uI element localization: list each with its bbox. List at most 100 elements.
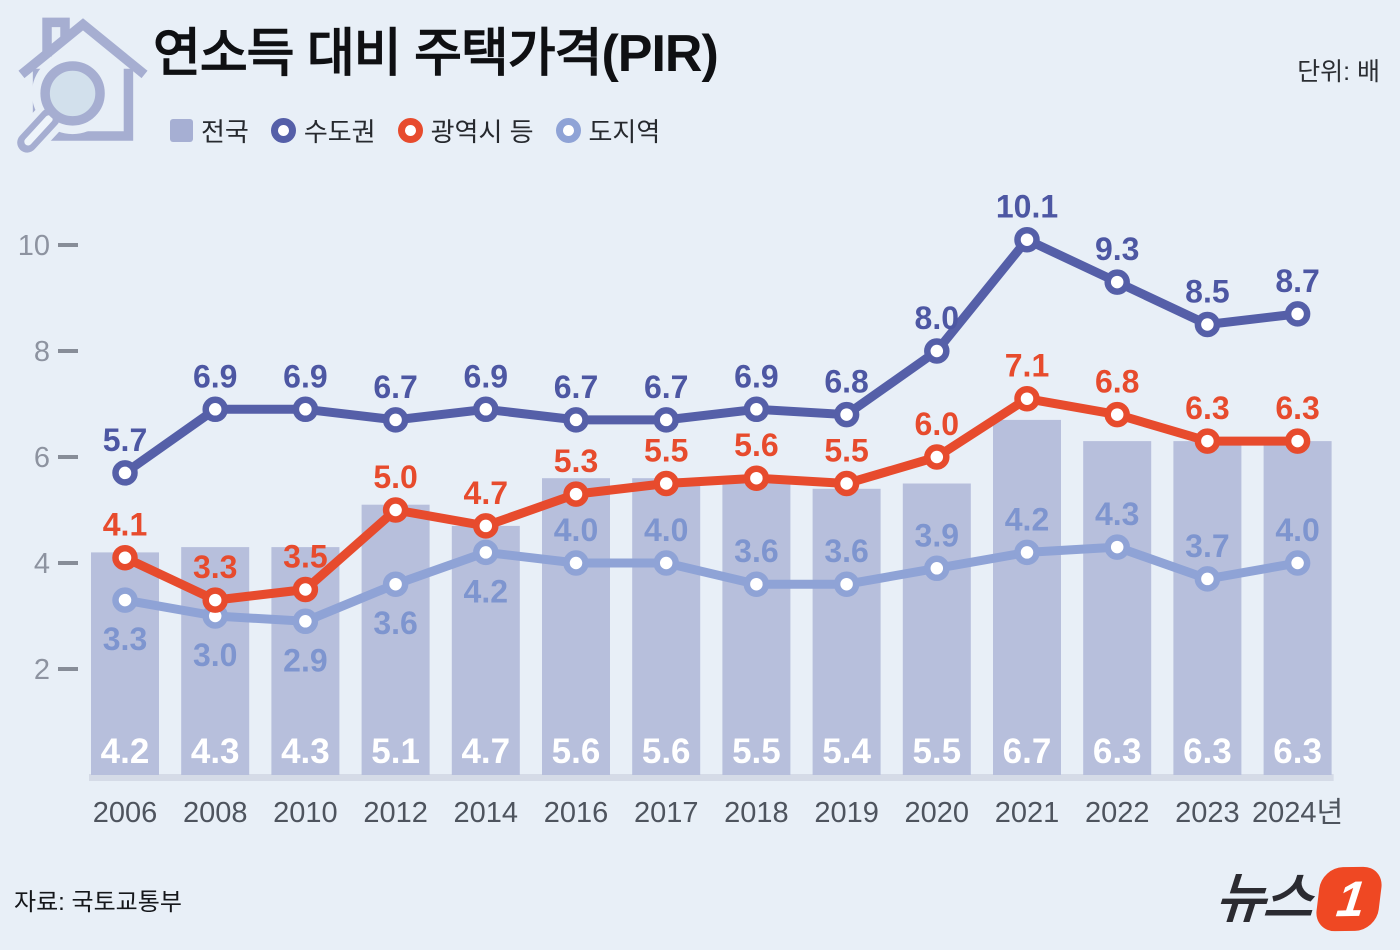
marker (1014, 539, 1040, 566)
marker (202, 396, 228, 423)
unit-label: 단위: 배 (1297, 58, 1380, 86)
value-label: 5.6 (552, 732, 601, 771)
value-label: 4.7 (464, 475, 508, 511)
marker (1194, 311, 1221, 338)
bar (812, 488, 881, 775)
value-label: 6.0 (915, 406, 959, 442)
marker (924, 444, 950, 470)
x-tick-label: 2023 (1175, 797, 1240, 829)
value-label: 5.5 (644, 433, 688, 469)
x-tick-label: 2012 (363, 797, 428, 829)
house-magnifier-svg (11, 17, 148, 159)
value-label: 4.0 (644, 512, 688, 548)
value-label: 4.2 (101, 732, 150, 771)
value-label: 4.0 (1275, 512, 1319, 548)
footer: 자료: 국토교통부 뉴스 1 (14, 862, 1385, 936)
line-provinces (120, 542, 1303, 626)
marker (1284, 301, 1311, 327)
value-label: 6.3 (1093, 732, 1142, 771)
marker (743, 571, 770, 597)
legend-item-capital-area: 수도권 (270, 112, 376, 149)
x-tick-label: 2020 (905, 797, 970, 829)
marker (563, 481, 589, 507)
value-label: 6.8 (824, 364, 868, 400)
baseline-shadow (89, 774, 1334, 781)
markers-provinces (112, 534, 1311, 635)
value-label: 6.8 (1095, 364, 1139, 400)
marker (653, 470, 679, 497)
legend-item-provinces: 도지역 (555, 112, 660, 149)
value-label: 2.9 (283, 642, 327, 678)
value-label: 5.4 (822, 732, 871, 771)
value-label: 6.3 (1183, 732, 1232, 771)
x-axis: 2006 2008 2010 2012 2014 2016 2017 2018 2019 2020… (93, 797, 1343, 829)
news1-logo-number: 1 (1333, 870, 1369, 928)
x-tick-label: 2019 (814, 797, 879, 829)
x-tick-label: 2014 (454, 797, 519, 829)
marker (473, 396, 499, 423)
line-swatch-icon (397, 118, 423, 143)
value-label: 4.3 (281, 732, 330, 771)
y-tick-label: 8 (34, 336, 50, 368)
x-tick-label: 2010 (273, 797, 338, 829)
line-swatch-icon (555, 118, 581, 143)
line-metro-cities (120, 394, 1303, 605)
value-label: 5.6 (734, 427, 778, 463)
page-title: 연소득 대비 주택가격(PIR) (153, 25, 719, 83)
value-label: 4.3 (1095, 496, 1139, 532)
marker (1104, 401, 1130, 428)
bar (902, 483, 971, 775)
magnifier-handle-fill (24, 115, 53, 146)
x-tick-label: 2022 (1085, 797, 1150, 829)
value-label: 6.9 (734, 358, 778, 394)
legend-label: 수도권 (303, 117, 376, 147)
value-label: 5.5 (824, 433, 868, 469)
y-tick-label: 4 (34, 548, 50, 580)
marker (833, 571, 860, 597)
news1-logo: 뉴스 1 (1214, 866, 1385, 932)
value-label: 4.7 (461, 732, 510, 771)
x-tick-label: 2016 (544, 797, 609, 829)
bar (1173, 441, 1242, 775)
value-label: 10.1 (996, 189, 1058, 225)
legend-label: 전국 (201, 117, 249, 147)
value-label: 6.3 (1275, 390, 1319, 426)
chimney-outline (42, 17, 70, 57)
marker (292, 576, 319, 603)
marker (382, 407, 409, 433)
value-label: 3.6 (373, 605, 417, 641)
bar (1083, 441, 1152, 775)
value-label: 7.1 (1005, 348, 1049, 384)
marker (292, 396, 319, 423)
bars-nationwide (91, 419, 1332, 775)
value-label: 5.7 (103, 422, 147, 458)
y-tick-label: 2 (34, 654, 50, 686)
marker (653, 407, 679, 433)
line-capital-area (120, 235, 1303, 478)
labels-metro-cities: 4.1 3.3 3.5 5.0 4.7 5.3 5.5 5.6 5.5 6.0 7.1 6.8 6.3 6… (103, 348, 1320, 585)
markers-capital-area (112, 226, 1311, 486)
source-label: 자료: 국토교통부 (14, 888, 182, 916)
chart-legend: 전국 수도권 광역시 등 도지역 (170, 112, 660, 149)
marker (1194, 428, 1221, 454)
x-tick-label: 2008 (183, 797, 248, 829)
marker (112, 460, 138, 486)
labels-nationwide: 4.2 4.3 4.3 5.1 4.7 5.6 5.6 5.5 5.4 5.5 6.7 6.3 6.3 6… (101, 732, 1322, 771)
x-tick-label: 2017 (634, 797, 699, 829)
marker (473, 539, 499, 566)
x-tick-label: 2024년 (1252, 797, 1343, 829)
legend-label: 광역시 등 (430, 117, 534, 147)
value-label: 6.7 (554, 369, 598, 405)
bar (1263, 441, 1332, 775)
marker (473, 513, 499, 539)
marker (382, 497, 409, 523)
labels-capital-area: 5.7 6.9 6.9 6.7 6.9 6.7 6.7 6.9 6.8 8.0 10.1 9.3 8.5… (103, 189, 1320, 458)
marker (292, 608, 319, 635)
value-label: 6.9 (283, 358, 327, 394)
marker (112, 587, 138, 613)
news1-logo-icon: 1 (1313, 866, 1385, 932)
x-tick-label: 2006 (93, 797, 158, 829)
value-label: 8.5 (1185, 274, 1229, 310)
value-label: 6.9 (464, 358, 508, 394)
